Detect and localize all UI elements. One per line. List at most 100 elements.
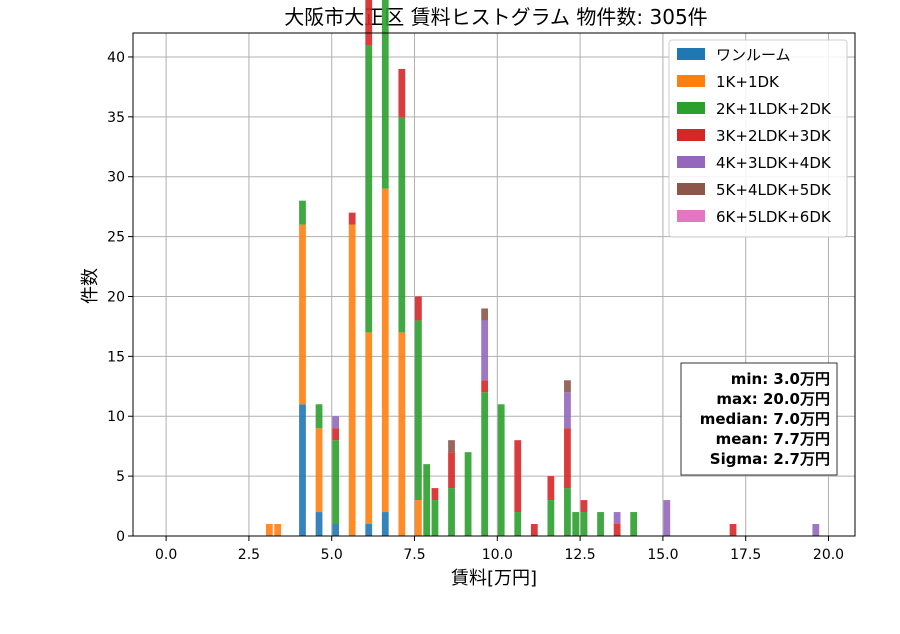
grid-lines xyxy=(133,33,855,537)
bar xyxy=(265,524,273,536)
bar xyxy=(315,428,323,513)
bar xyxy=(348,224,356,536)
bar xyxy=(398,68,406,117)
legend-label: 5K+4LDK+5DK xyxy=(716,181,832,199)
y-tick-label: 10 xyxy=(107,409,125,425)
legend-swatch xyxy=(677,102,705,114)
legend-label: 3K+2LDK+3DK xyxy=(716,127,832,145)
stats-line: mean: 7.7万円 xyxy=(716,430,830,448)
stats-line: Sigma: 2.7万円 xyxy=(710,450,830,468)
legend-swatch xyxy=(677,183,705,195)
bar xyxy=(514,512,522,536)
legend-swatch xyxy=(677,210,705,222)
bar xyxy=(481,380,489,393)
chart-title: 大阪市大正区 賃料ヒストグラム 物件数: 305件 xyxy=(284,5,707,29)
bar xyxy=(431,500,439,536)
bar xyxy=(423,464,431,536)
bar xyxy=(464,452,472,536)
y-tick-label: 40 xyxy=(107,50,125,66)
bar xyxy=(348,212,356,225)
y-tick-label: 5 xyxy=(116,469,125,485)
bar xyxy=(580,500,588,513)
bar xyxy=(332,428,339,441)
bar xyxy=(299,404,306,536)
y-axis-label: 件数 xyxy=(80,268,101,304)
stats-line: median: 7.0万円 xyxy=(700,410,830,428)
bar xyxy=(613,512,621,525)
x-tick-label: 10.0 xyxy=(482,547,513,563)
bar xyxy=(812,524,820,536)
bar xyxy=(564,488,571,536)
bar xyxy=(547,476,555,501)
legend: ワンルーム 1K+1DK 2K+1LDK+2DK 3K+2LDK+3DK 4K+3LDK… xyxy=(668,39,848,238)
x-tick-label: 12.5 xyxy=(565,547,596,563)
x-tick-label: 7.5 xyxy=(403,547,425,563)
bar xyxy=(398,332,406,536)
bar xyxy=(332,524,339,536)
bar xyxy=(431,488,439,501)
stats-line: max: 20.0万円 xyxy=(716,390,830,408)
legend-label: 4K+3LDK+4DK xyxy=(716,154,832,172)
bar xyxy=(415,320,422,501)
bar xyxy=(299,200,306,225)
bar xyxy=(381,188,389,513)
y-tick-label: 15 xyxy=(107,349,125,365)
bar xyxy=(729,524,737,536)
bar xyxy=(630,512,638,536)
bar xyxy=(332,416,339,429)
bar xyxy=(365,332,373,525)
bar xyxy=(514,440,522,513)
bar xyxy=(299,224,306,405)
y-tick-label: 0 xyxy=(116,529,125,545)
bar xyxy=(381,0,389,189)
legend-swatch xyxy=(677,129,705,141)
bar xyxy=(415,296,422,321)
legend-label: 1K+1DK xyxy=(716,73,780,91)
bar xyxy=(381,512,389,536)
x-tick-label: 20.0 xyxy=(813,547,844,563)
legend-label: 2K+1LDK+2DK xyxy=(716,100,832,118)
bar xyxy=(530,524,538,536)
legend-label: ワンルーム xyxy=(716,46,791,64)
stats-frame xyxy=(680,362,838,476)
bar xyxy=(547,500,555,536)
legend-box xyxy=(668,39,848,238)
bar xyxy=(398,116,406,333)
legend-label: 6K+5LDK+6DK xyxy=(716,208,832,226)
bar xyxy=(332,440,339,525)
bar xyxy=(564,428,571,489)
x-tick-label: 15.0 xyxy=(647,547,678,563)
bar xyxy=(315,512,323,536)
plot-frame xyxy=(132,32,856,537)
bar xyxy=(315,404,323,429)
stats-line: min: 3.0万円 xyxy=(731,370,830,388)
bar xyxy=(365,524,373,536)
bar xyxy=(448,440,455,453)
legend-swatch xyxy=(677,48,705,60)
bar xyxy=(365,44,373,333)
y-axis-ticks: 0 5 10 15 20 25 30 35 40 xyxy=(107,50,133,545)
y-tick-label: 35 xyxy=(107,110,125,126)
y-tick-label: 20 xyxy=(107,289,125,305)
stats-box: min: 3.0万円 max: 20.0万円 median: 7.0万円 mean: … xyxy=(680,362,838,476)
x-tick-label: 2.5 xyxy=(238,547,260,563)
y-tick-label: 25 xyxy=(107,230,125,246)
bar xyxy=(580,512,588,536)
bar xyxy=(415,500,422,536)
bars-group xyxy=(265,0,820,536)
bar xyxy=(564,380,571,393)
y-tick-label: 30 xyxy=(107,170,125,186)
bar xyxy=(481,308,489,321)
bar xyxy=(497,404,505,536)
bar xyxy=(365,0,373,45)
bar xyxy=(564,392,571,429)
x-tick-label: 17.5 xyxy=(730,547,761,563)
bar xyxy=(597,512,604,536)
x-tick-label: 0.0 xyxy=(155,547,177,563)
bar xyxy=(448,488,455,536)
bar xyxy=(481,392,489,536)
bar xyxy=(448,452,455,489)
x-axis-ticks: 0.0 2.5 5.0 7.5 10.0 12.5 15.0 17.5 20.0 xyxy=(155,536,844,563)
